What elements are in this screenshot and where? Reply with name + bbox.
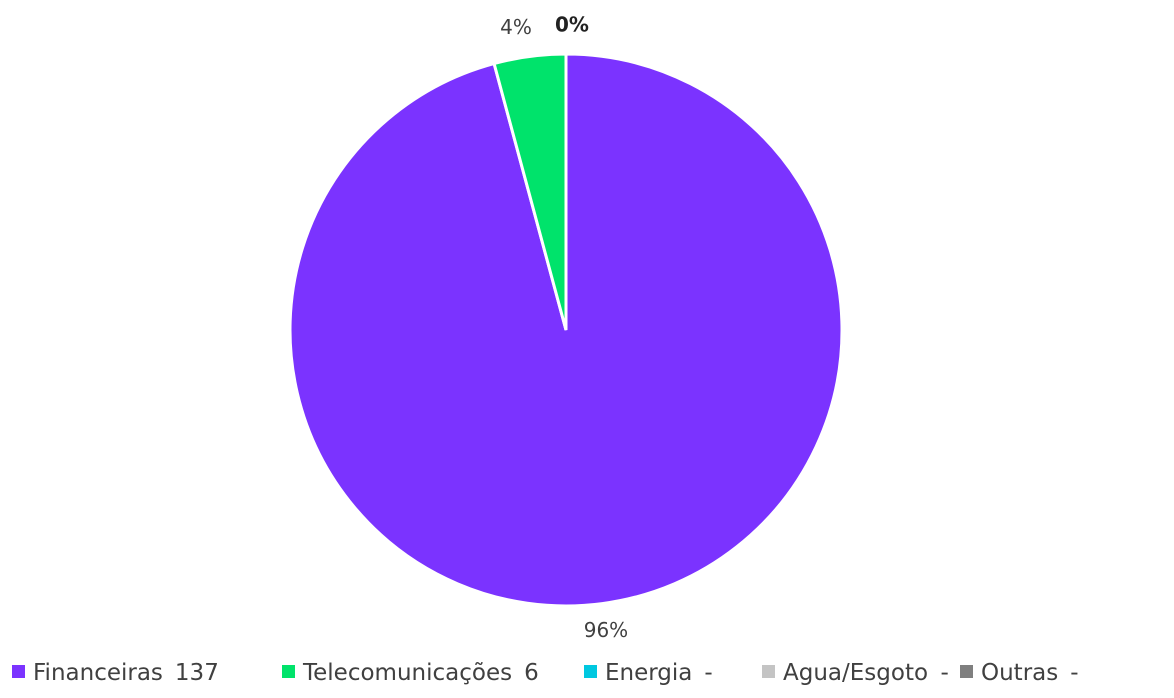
legend-swatch [960, 665, 973, 678]
legend-label: Energia - [605, 660, 713, 686]
legend-item: Energia - [584, 660, 713, 686]
legend-name: Financeiras [33, 660, 163, 686]
legend-label: Financeiras 137 [33, 660, 219, 686]
legend-item: Telecomunicações 6 [282, 660, 539, 686]
legend-value: - [704, 660, 712, 686]
data-label: 0% [555, 13, 589, 37]
legend-swatch [282, 665, 295, 678]
data-label: 96% [584, 618, 628, 642]
legend-label: Telecomunicações 6 [302, 660, 539, 686]
legend-value: - [940, 660, 948, 686]
legend-name: Telecomunicações [302, 660, 512, 686]
legend-label: Outras - [981, 660, 1079, 686]
legend-item: Financeiras 137 [12, 660, 219, 686]
legend-value: 6 [524, 660, 539, 686]
legend-item: Agua/Esgoto - [762, 660, 949, 686]
legend-name: Outras [981, 660, 1058, 686]
legend-swatch [762, 665, 775, 678]
legend-value: 137 [175, 660, 219, 686]
legend-name: Energia [605, 660, 692, 686]
legend-item: Outras - [960, 660, 1079, 686]
legend-label: Agua/Esgoto - [783, 660, 949, 686]
data-label: 4% [500, 15, 532, 39]
legend-swatch [12, 665, 25, 678]
legend-name: Agua/Esgoto [783, 660, 928, 686]
legend-value: - [1070, 660, 1078, 686]
legend-swatch [584, 665, 597, 678]
